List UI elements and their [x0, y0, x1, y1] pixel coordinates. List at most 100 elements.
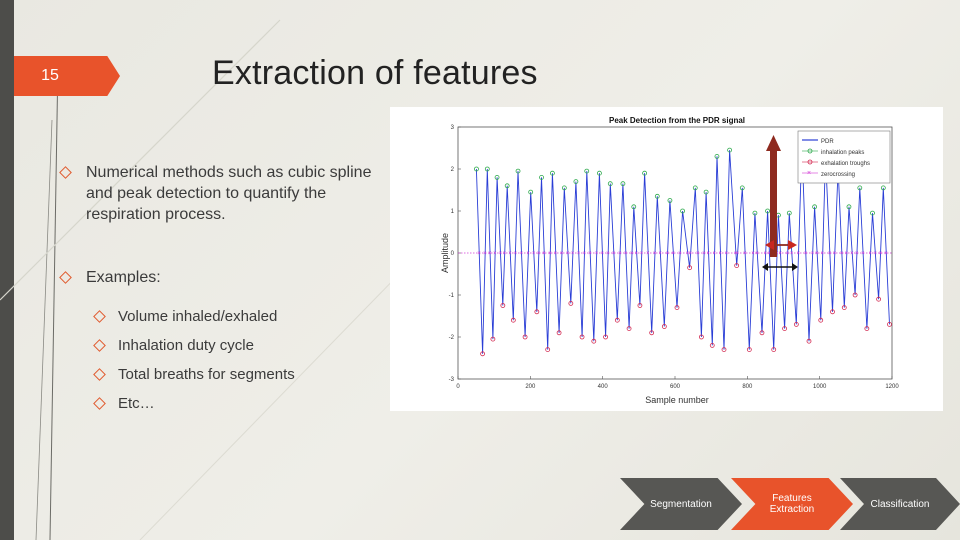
inhalation-peak-marker — [539, 175, 544, 180]
zerocrossing-marker: × — [548, 251, 552, 257]
exhalation-trough-marker — [661, 324, 667, 329]
sub-bullet-list: Volume inhaled/exhaled Inhalation duty c… — [58, 302, 388, 418]
zerocrossing-marker: × — [671, 251, 675, 257]
inhalation-peak-marker — [703, 189, 709, 195]
zerocrossing-marker: × — [595, 251, 599, 257]
zerocrossing-marker: × — [828, 251, 832, 257]
zerocrossing-marker: × — [503, 251, 507, 257]
zerocrossing-marker: × — [600, 251, 604, 257]
exhalation-trough-marker — [782, 326, 787, 332]
inhalation-peak-marker — [870, 210, 875, 216]
inhalation-peak-marker — [584, 168, 590, 174]
zerocrossing-marker: × — [640, 251, 644, 257]
zerocrossing-marker: × — [845, 251, 849, 257]
exhalation-trough-marker — [699, 334, 704, 340]
x-tick-label: 600 — [670, 384, 681, 390]
exhalation-trough-marker — [674, 305, 680, 311]
zerocrossing-marker: × — [775, 251, 779, 257]
exhalation-trough-marker — [734, 263, 740, 269]
sub-bullet-item: Etc… — [58, 389, 388, 418]
exhalation-trough-marker — [614, 317, 620, 323]
inhalation-peak-marker — [597, 170, 602, 176]
up-arrow-icon — [766, 135, 781, 151]
zerocrossing-marker: × — [689, 251, 693, 257]
chart-legend: PDR inhalation peaks exhalation troughs … — [797, 130, 891, 184]
exhalation-trough-marker — [534, 309, 540, 315]
legend-label: zerocrossing — [821, 172, 855, 178]
exhalation-trough-marker — [568, 300, 574, 306]
flow-step-segmentation: Segmentation — [620, 478, 742, 530]
inhalation-peak-marker — [765, 208, 770, 214]
page-title: Extraction of features — [212, 54, 538, 92]
sub-bullet-text: Volume inhaled/exhaled — [118, 308, 278, 325]
y-tick-label: 3 — [451, 125, 455, 131]
exhalation-trough-marker — [830, 309, 835, 315]
x-tick-label: 0 — [456, 384, 460, 390]
exhalation-trough-marker — [876, 296, 882, 302]
exhalation-trough-marker — [759, 330, 765, 336]
chart-title: Peak Detection from the PDR signal — [609, 116, 745, 125]
exhalation-trough-marker — [709, 342, 715, 348]
zerocrossing-marker: × — [520, 251, 524, 257]
zerocrossing-marker: × — [498, 251, 502, 257]
zerocrossing-marker: × — [658, 251, 662, 257]
zerocrossing-marker: × — [707, 251, 711, 257]
zerocrossing-marker: × — [743, 251, 747, 257]
sub-bullet-text: Total breaths for segments — [118, 366, 295, 383]
flow-step-classification: Classification — [840, 478, 960, 530]
inhalation-peak-marker — [880, 185, 886, 191]
left-arrow-icon — [762, 263, 768, 271]
zerocrossing-marker: × — [571, 251, 575, 257]
flow-step-features-extraction: Features Extraction — [731, 478, 853, 530]
zerocrossing-marker: × — [526, 251, 530, 257]
x-axis-label: Sample number — [645, 395, 709, 405]
y-tick-label: 1 — [451, 209, 455, 215]
inhalation-peak-marker — [727, 147, 733, 153]
exhalation-trough-marker — [793, 321, 799, 327]
zerocrossing-marker: × — [786, 251, 790, 257]
zerocrossing-marker: × — [483, 251, 487, 257]
zerocrossing-marker: × — [879, 251, 883, 257]
zerocrossing-marker: × — [861, 251, 865, 257]
zerocrossing-marker: × — [755, 251, 759, 257]
right-arrow-icon — [792, 263, 798, 271]
exhalation-trough-marker — [579, 334, 585, 340]
x-tick-label: 1000 — [813, 384, 827, 390]
inhalation-peak-marker — [714, 154, 720, 159]
zerocrossing-marker: × — [508, 251, 512, 257]
inhalation-peak-marker — [752, 210, 758, 216]
inhalation-peak-marker — [484, 166, 490, 172]
zerocrossing-marker: × — [725, 251, 729, 257]
bullet-text: Numerical methods such as cubic spline a… — [86, 164, 372, 223]
flow-step-label: Segmentation — [650, 498, 712, 510]
zerocrossing-marker: × — [630, 251, 634, 257]
y-axis-label: Amplitude — [440, 233, 450, 273]
zerocrossing-marker: × — [612, 251, 616, 257]
zerocrossing-marker: × — [477, 251, 481, 257]
x-tick-label: 400 — [598, 384, 609, 390]
exhalation-trough-marker — [522, 334, 528, 340]
highlight-peak-bar — [770, 145, 777, 257]
zerocrossing-marker: × — [560, 251, 564, 257]
inhalation-peak-marker — [667, 198, 673, 203]
zerocrossing-marker: × — [815, 251, 819, 257]
x-tick-label: 1200 — [885, 384, 899, 390]
legend-label: exhalation troughs — [821, 161, 870, 167]
zerocrossing-marker: × — [713, 251, 717, 257]
sub-bullet-item: Total breaths for segments — [58, 360, 388, 389]
inhalation-peak-marker — [846, 204, 852, 210]
inhalation-peak-marker — [631, 204, 637, 210]
zerocrossing-marker: × — [873, 251, 877, 257]
y-tick-label: 0 — [451, 251, 455, 257]
y-tick-label: -1 — [449, 293, 455, 299]
exhalation-trough-marker — [721, 347, 727, 353]
slide-number-badge: 15 — [14, 56, 120, 96]
zerocrossing-marker: × — [653, 251, 657, 257]
zerocrossing-marker: × — [577, 251, 581, 257]
sub-bullet-item: Volume inhaled/exhaled — [58, 302, 388, 331]
exhalation-trough-marker — [864, 326, 870, 332]
left-arrow-icon — [765, 240, 774, 250]
inhalation-peak-marker — [692, 185, 698, 191]
zerocrossing-marker: × — [767, 251, 771, 257]
zerocrossing-marker: × — [718, 251, 722, 257]
